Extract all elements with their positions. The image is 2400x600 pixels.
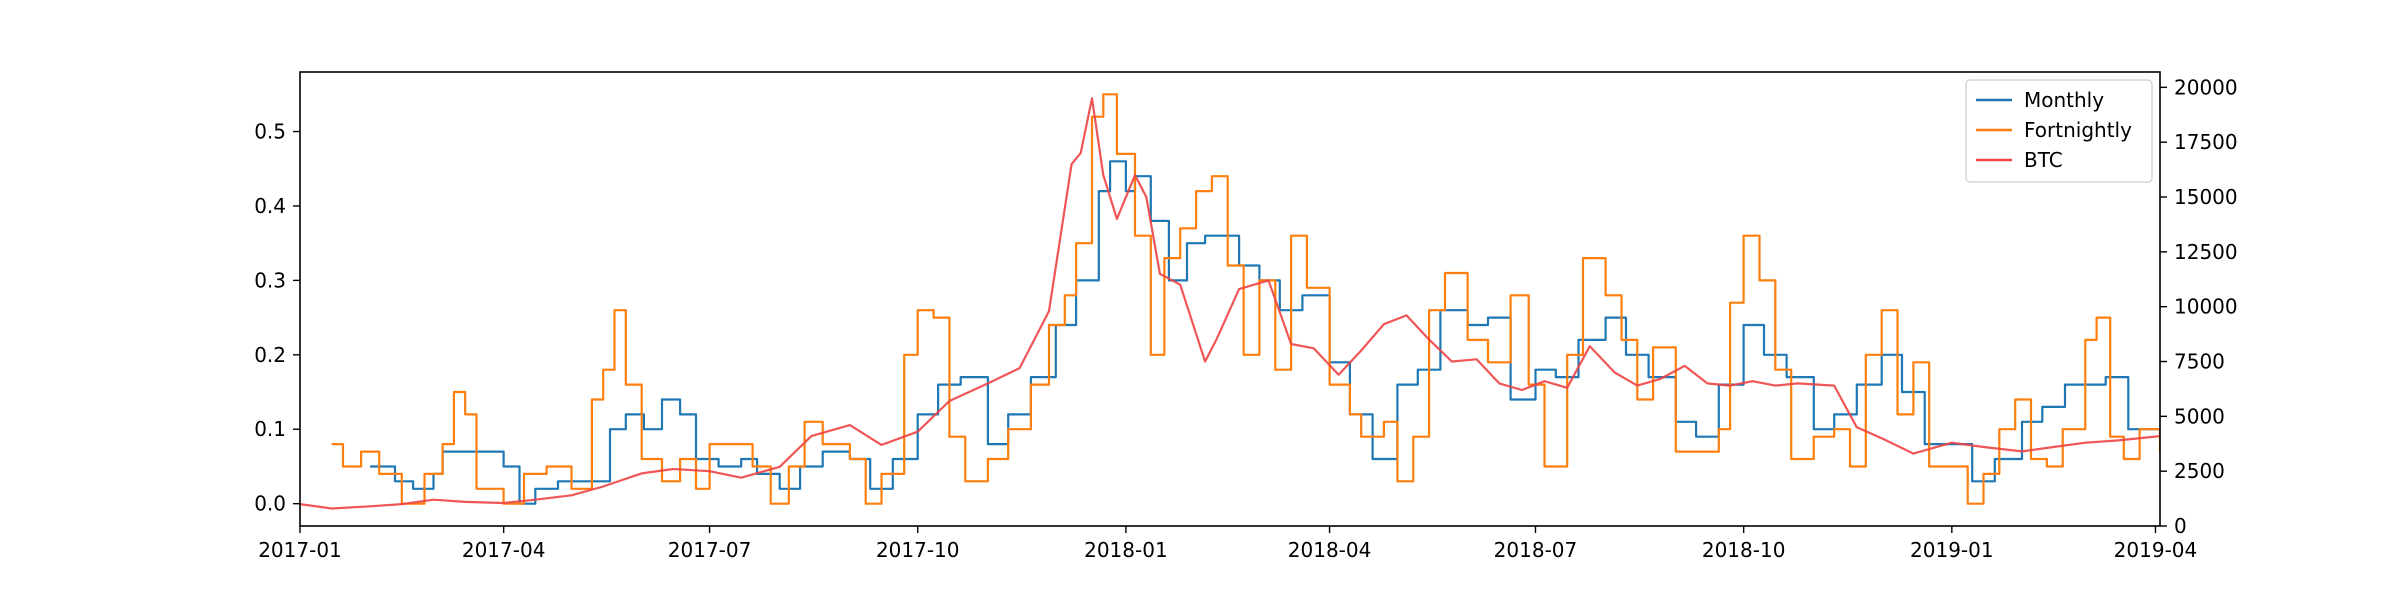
x-tick-label: 2018-04 [1288,538,1372,562]
legend-box [1965,79,2153,183]
x-tick-label: 2018-01 [1084,538,1168,562]
legend-label-btc: BTC [2024,148,2063,172]
y2-tick-label: 20000 [2174,75,2238,99]
y2-tick-label: 2500 [2174,459,2225,483]
y-tick-label: 0.0 [254,492,286,516]
y-tick-label: 0.3 [254,268,286,292]
series-line-monthly [370,160,2160,505]
series-line-btc [300,97,2160,510]
x-tick-label: 2017-10 [876,538,960,562]
x-tick-label: 2019-04 [2114,538,2198,562]
y-tick-label: 0.5 [254,120,286,144]
x-tick-label: 2018-10 [1702,538,1786,562]
y2-tick-label: 15000 [2174,185,2238,209]
y-tick-label: 0.1 [254,417,286,441]
y2-tick-label: 7500 [2174,350,2225,374]
legend: Monthly Fortnightly BTC [1965,79,2153,183]
x-tick-label: 2017-01 [258,538,342,562]
axes-layer: 2017-01 2017-04 2017-07 2017-10 2018-01 2018-… [254,75,2237,562]
series-layer [300,93,2160,510]
x-tick-label: 2018-07 [1494,538,1578,562]
y2-tick-label: 12500 [2174,240,2238,264]
y-tick-label: 0.2 [254,343,286,367]
y2-tick-label: 10000 [2174,295,2238,319]
y2-tick-label: 17500 [2174,130,2238,154]
y2-tick-label: 5000 [2174,404,2225,428]
x-tick-label: 2017-04 [462,538,546,562]
x-tick-label: 2017-07 [668,538,752,562]
legend-label-monthly: Monthly [2024,88,2104,112]
y-tick-label: 0.4 [254,194,286,218]
series-line-fortnightly [331,93,2160,505]
x-tick-label: 2019-01 [1910,538,1994,562]
plot-area-frame [299,71,2161,527]
y2-tick-label: 0 [2174,514,2187,538]
legend-label-fortnightly: Fortnightly [2024,118,2132,142]
